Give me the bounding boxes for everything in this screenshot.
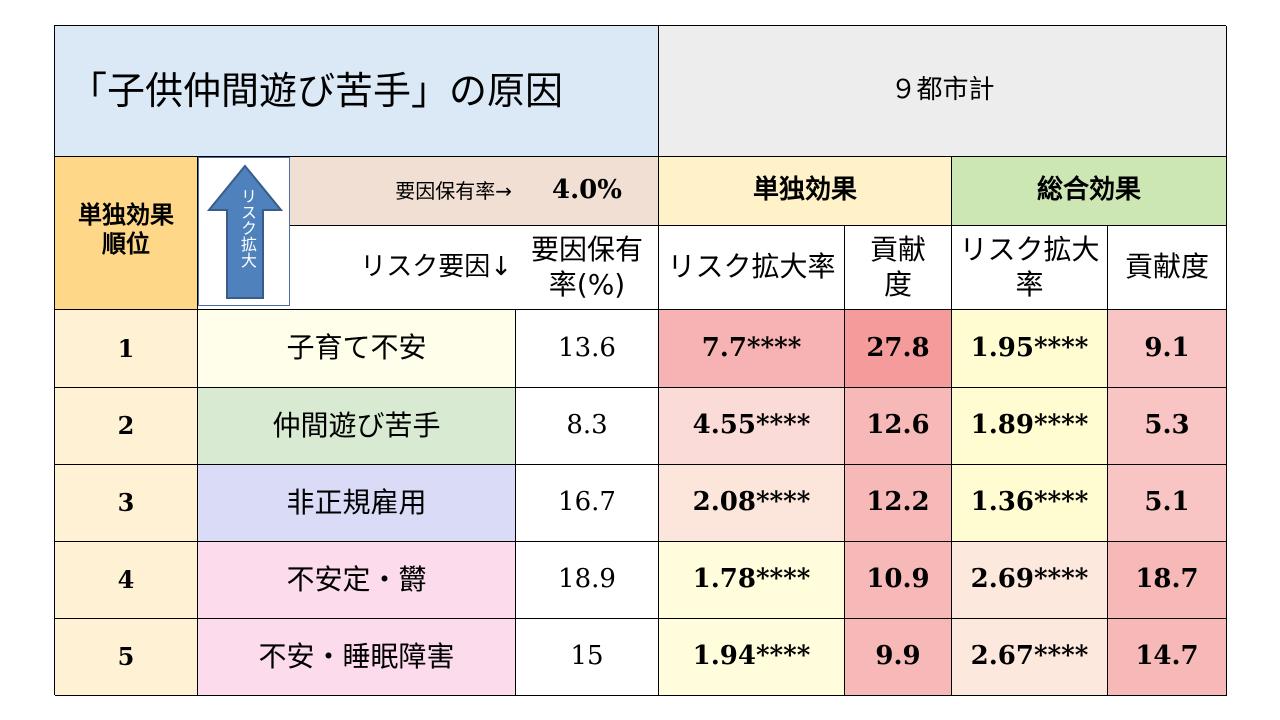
- rank-cell: 1: [55, 310, 198, 388]
- total-effect-header: 総合効果: [952, 157, 1227, 226]
- single-risk-ratio-cell: 1.94****: [659, 619, 845, 696]
- factor-cell: 不安定・欝: [198, 542, 516, 619]
- factor-cell: 不安・睡眠障害: [198, 619, 516, 696]
- prevalence-cell: 16.7: [516, 465, 659, 542]
- single-risk-ratio-cell: 4.55****: [659, 388, 845, 465]
- risk-up-arrow: リスク拡大: [198, 157, 290, 306]
- contribution-col-header: 貢献度: [845, 226, 952, 310]
- total-contribution-cell: 18.7: [1108, 542, 1227, 619]
- risk-factor-label: リスク要因↓: [360, 252, 512, 283]
- factor-cell: 非正規雇用: [198, 465, 516, 542]
- total-risk-ratio-cell: 2.67****: [952, 619, 1108, 696]
- single-contribution-cell: 12.6: [845, 388, 952, 465]
- prevalence-cell: 15: [516, 619, 659, 696]
- rank-cell: 2: [55, 388, 198, 465]
- total-risk-ratio-cell: 1.95****: [952, 310, 1108, 388]
- arrow-label: リスク拡大: [238, 188, 257, 268]
- table-title: 「子供仲間遊び苦手」の原因: [55, 26, 659, 157]
- prevalence-col-header: 要因保有率(%): [516, 226, 659, 310]
- up-arrow-icon: [207, 164, 283, 299]
- single-risk-ratio-cell: 7.7****: [659, 310, 845, 388]
- single-effect-header: 単独効果: [659, 157, 952, 226]
- prevalence-value: 4.0%: [516, 157, 659, 226]
- factor-cell: 仲間遊び苦手: [198, 388, 516, 465]
- total-contribution-cell: 5.3: [1108, 388, 1227, 465]
- single-contribution-cell: 12.2: [845, 465, 952, 542]
- total-risk-ratio-cell: 2.69****: [952, 542, 1108, 619]
- rank-cell: 4: [55, 542, 198, 619]
- rank-cell: 5: [55, 619, 198, 696]
- total-contribution-cell: 5.1: [1108, 465, 1227, 542]
- risk-ratio-col-header: リスク拡大率: [659, 226, 845, 310]
- factor-cell: 子育て不安: [198, 310, 516, 388]
- total-risk-ratio-cell: 1.89****: [952, 388, 1108, 465]
- prevalence-cell: 8.3: [516, 388, 659, 465]
- total-contribution-cell: 9.1: [1108, 310, 1227, 388]
- risk-table: 「子供仲間遊び苦手」の原因 ９都市計 単独効果順位 リスク拡大 要因保有率→ リ…: [54, 25, 1227, 696]
- prevalence-cell: 13.6: [516, 310, 659, 388]
- prevalence-label: 要因保有率→: [290, 157, 516, 226]
- total-contribution-col-header: 貢献度: [1108, 226, 1227, 310]
- prevalence-cell: 18.9: [516, 542, 659, 619]
- rank-cell: 3: [55, 465, 198, 542]
- total-contribution-cell: 14.7: [1108, 619, 1227, 696]
- single-contribution-cell: 10.9: [845, 542, 952, 619]
- total-risk-ratio-cell: 1.36****: [952, 465, 1108, 542]
- region-label: ９都市計: [659, 26, 1227, 157]
- single-contribution-cell: 9.9: [845, 619, 952, 696]
- arrow-area: リスク拡大 要因保有率→ リスク要因↓: [198, 157, 516, 310]
- single-contribution-cell: 27.8: [845, 310, 952, 388]
- single-risk-ratio-cell: 1.78****: [659, 542, 845, 619]
- total-risk-ratio-col-header: リスク拡大率: [952, 226, 1108, 310]
- rank-header: 単独効果順位: [55, 157, 198, 310]
- single-risk-ratio-cell: 2.08****: [659, 465, 845, 542]
